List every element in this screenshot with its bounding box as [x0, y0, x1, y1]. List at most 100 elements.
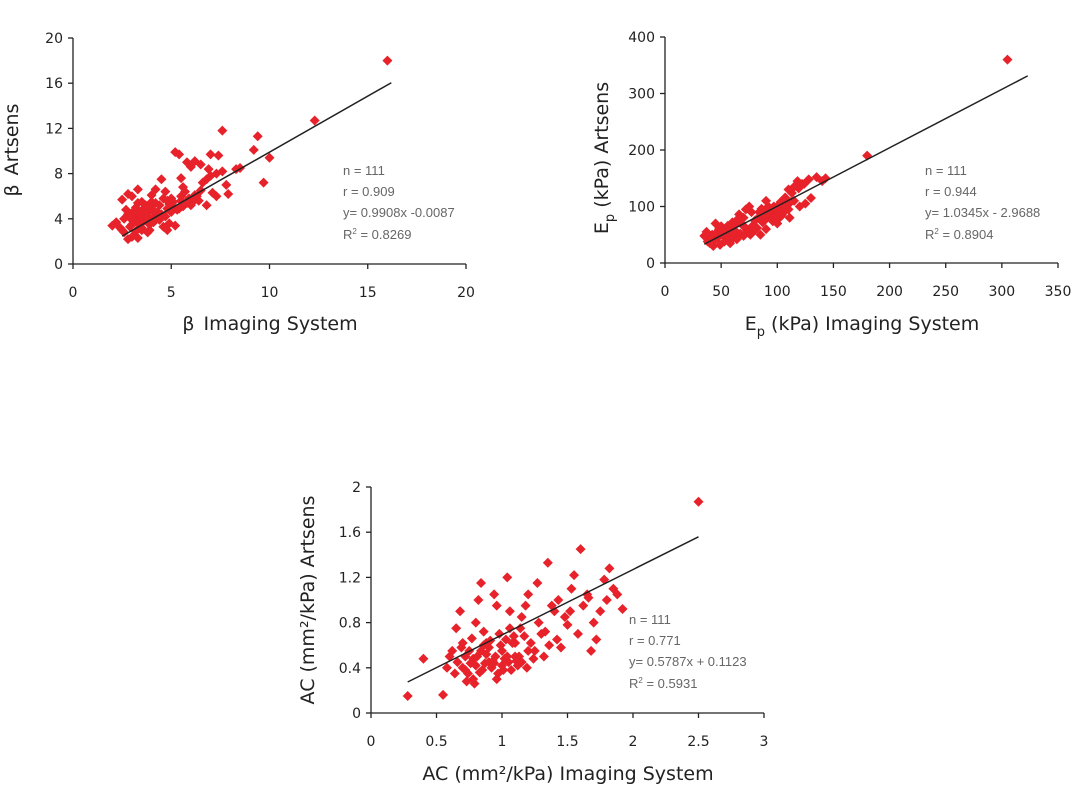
- data-point: [800, 198, 811, 209]
- data-point: [569, 570, 580, 581]
- data-point: [540, 626, 551, 637]
- beta-regression-line: [121, 82, 392, 237]
- ac-y-tick-label: 0.8: [339, 616, 361, 632]
- beta-r2-label: R2 = 0.8269: [343, 227, 411, 242]
- data-point: [473, 595, 484, 605]
- data-point: [449, 668, 460, 679]
- data-point: [170, 220, 181, 231]
- data-point: [738, 230, 749, 241]
- data-point: [146, 190, 157, 201]
- data-point: [156, 174, 167, 185]
- ac-y-ticks: 0 0.4 0.8 1.2 1.6 2: [339, 480, 371, 722]
- ep-y-axis-title: Ep (kPa) Artsens: [591, 82, 618, 234]
- data-point: [107, 220, 118, 231]
- data-point: [566, 583, 577, 594]
- data-point: [502, 651, 513, 662]
- ep-equation-label: y= 1.0345x - 2.9688: [925, 205, 1040, 220]
- data-point: [476, 645, 487, 656]
- beta-x-ticks: 0 5 10 15 20: [69, 264, 475, 301]
- data-point: [466, 633, 477, 644]
- data-point: [494, 628, 505, 639]
- ep-y-tick-label: 300: [628, 87, 655, 103]
- data-point: [601, 595, 612, 605]
- data-point: [604, 563, 615, 574]
- data-point: [516, 611, 527, 622]
- data-point: [455, 606, 466, 617]
- ep-y-tick-label: 100: [628, 200, 655, 216]
- data-point: [506, 665, 517, 676]
- data-point: [761, 224, 772, 235]
- data-point: [144, 225, 155, 236]
- data-point: [264, 152, 275, 163]
- data-point: [495, 640, 506, 651]
- data-point: [201, 200, 212, 211]
- ep-x-tick-label: 200: [876, 284, 903, 300]
- data-point: [469, 678, 480, 689]
- data-point: [555, 642, 566, 653]
- data-point: [529, 645, 540, 656]
- data-point: [217, 125, 228, 136]
- data-point: [586, 645, 597, 656]
- data-point: [504, 606, 515, 617]
- data-point: [452, 657, 463, 668]
- ep-n-label: n = 111: [925, 163, 967, 178]
- data-point: [761, 195, 772, 206]
- data-point: [154, 214, 165, 225]
- data-point: [533, 617, 544, 628]
- data-point: [205, 149, 216, 160]
- data-point: [136, 209, 147, 220]
- data-point: [780, 192, 791, 203]
- data-point: [132, 197, 143, 208]
- ep-y-tick-label: 0: [646, 256, 655, 272]
- data-point: [221, 179, 232, 190]
- data-point: [755, 229, 766, 240]
- data-point: [148, 205, 159, 216]
- data-point: [745, 229, 756, 240]
- data-point: [248, 144, 259, 155]
- data-point: [510, 637, 521, 648]
- data-point: [476, 578, 487, 589]
- ac-x-tick-label: 1: [498, 734, 507, 750]
- data-point: [119, 213, 130, 224]
- data-point: [500, 634, 511, 645]
- data-point: [207, 187, 218, 198]
- data-point: [578, 600, 589, 611]
- beta-x-tick-label: 10: [261, 285, 279, 301]
- ac-y-tick-label: 1.6: [339, 525, 361, 541]
- data-point: [461, 676, 472, 687]
- data-point: [549, 606, 560, 617]
- data-point: [521, 662, 532, 673]
- ac-x-tick-label: 2.5: [687, 734, 709, 750]
- ep-x-tick-label: 100: [764, 284, 791, 300]
- beta-equation-label: y= 0.9908x -0.0087: [343, 205, 455, 220]
- data-point: [478, 626, 489, 637]
- data-point: [187, 196, 198, 207]
- data-point: [126, 191, 137, 202]
- data-point: [441, 662, 452, 673]
- data-point: [511, 656, 522, 667]
- ac-regression-line: [407, 536, 699, 683]
- data-point: [258, 177, 269, 188]
- data-point: [460, 665, 471, 676]
- data-point: [223, 188, 234, 199]
- data-point: [121, 204, 132, 215]
- beta-scatter-chart: 0 5 10 15 20 0 4 8 12 16 20 β Imaging System βArts…: [1, 31, 475, 335]
- ac-stats-annotation: n = 111 r = 0.771 y= 0.5787x + 0.1123 R2…: [629, 612, 747, 691]
- data-point: [132, 184, 143, 195]
- ep-y-tick-label: 400: [628, 30, 655, 46]
- data-point: [583, 592, 594, 603]
- data-point: [538, 651, 549, 662]
- ep-r-label: r = 0.944: [925, 184, 977, 199]
- beta-y-tick-label: 8: [54, 167, 63, 183]
- data-point: [746, 207, 757, 218]
- data-point: [126, 219, 137, 230]
- data-point: [786, 187, 797, 198]
- data-point: [483, 642, 494, 653]
- data-point: [1002, 54, 1013, 65]
- ac-x-tick-label: 3: [760, 734, 769, 750]
- ep-y-ticks: 0 100 200 300 400: [628, 30, 665, 272]
- data-point: [715, 239, 726, 250]
- ac-n-label: n = 111: [629, 612, 671, 627]
- ac-axes: [370, 487, 764, 714]
- ac-x-tick-label: 2: [629, 734, 638, 750]
